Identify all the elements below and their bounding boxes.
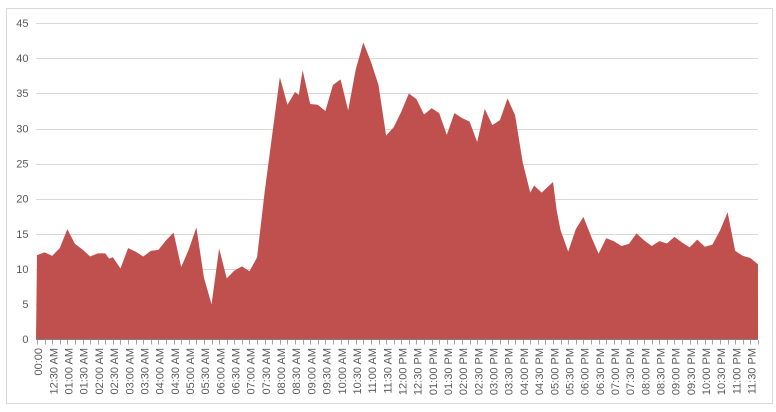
- svg-text:04:30 PM: 04:30 PM: [534, 348, 546, 395]
- svg-text:10:30 PM: 10:30 PM: [716, 348, 728, 395]
- svg-text:03:00 AM: 03:00 AM: [124, 348, 136, 394]
- svg-text:07:30 PM: 07:30 PM: [625, 348, 637, 395]
- svg-text:03:00 PM: 03:00 PM: [489, 348, 501, 395]
- svg-text:08:00 AM: 08:00 AM: [276, 348, 288, 394]
- svg-text:11:30 AM: 11:30 AM: [382, 348, 394, 394]
- svg-text:04:30 AM: 04:30 AM: [170, 348, 182, 394]
- svg-text:01:30 PM: 01:30 PM: [443, 348, 455, 395]
- svg-text:05:00 PM: 05:00 PM: [549, 348, 561, 395]
- svg-text:11:00 AM: 11:00 AM: [367, 348, 379, 394]
- svg-text:07:00 PM: 07:00 PM: [610, 348, 622, 395]
- svg-text:10:00 AM: 10:00 AM: [337, 348, 349, 394]
- svg-text:08:00 PM: 08:00 PM: [640, 348, 652, 395]
- svg-text:20: 20: [16, 194, 28, 206]
- svg-text:30: 30: [16, 123, 28, 135]
- svg-text:07:30 AM: 07:30 AM: [261, 348, 273, 394]
- svg-text:09:30 AM: 09:30 AM: [322, 348, 334, 394]
- svg-text:08:30 AM: 08:30 AM: [291, 348, 303, 394]
- svg-text:35: 35: [16, 88, 28, 100]
- svg-text:06:00 PM: 06:00 PM: [580, 348, 592, 395]
- svg-text:10: 10: [16, 264, 28, 276]
- svg-text:05:30 AM: 05:30 AM: [200, 348, 212, 394]
- svg-text:15: 15: [16, 229, 28, 241]
- svg-text:12:30 AM: 12:30 AM: [48, 348, 60, 394]
- svg-text:08:30 PM: 08:30 PM: [656, 348, 668, 395]
- svg-text:10:30 AM: 10:30 AM: [352, 348, 364, 394]
- svg-text:07:00 AM: 07:00 AM: [246, 348, 258, 394]
- svg-text:00:00: 00:00: [33, 348, 45, 376]
- svg-text:02:00 PM: 02:00 PM: [458, 348, 470, 395]
- svg-text:06:30 PM: 06:30 PM: [595, 348, 607, 395]
- svg-text:06:00 AM: 06:00 AM: [215, 348, 227, 394]
- svg-text:11:00 PM: 11:00 PM: [731, 348, 743, 394]
- svg-text:01:30 AM: 01:30 AM: [79, 348, 91, 394]
- svg-text:02:30 PM: 02:30 PM: [473, 348, 485, 395]
- svg-text:03:30 PM: 03:30 PM: [504, 348, 516, 395]
- svg-text:01:00 PM: 01:00 PM: [428, 348, 440, 395]
- svg-text:25: 25: [16, 158, 28, 170]
- svg-text:03:30 AM: 03:30 AM: [139, 348, 151, 394]
- svg-text:04:00 AM: 04:00 AM: [155, 348, 167, 394]
- svg-text:5: 5: [22, 299, 28, 311]
- svg-text:09:00 AM: 09:00 AM: [306, 348, 318, 394]
- svg-text:02:30 AM: 02:30 AM: [109, 348, 121, 394]
- svg-text:40: 40: [16, 53, 28, 65]
- svg-text:12:00 PM: 12:00 PM: [397, 348, 409, 395]
- svg-text:06:30 AM: 06:30 AM: [231, 348, 243, 394]
- svg-text:04:00 PM: 04:00 PM: [519, 348, 531, 395]
- svg-text:02:00 AM: 02:00 AM: [94, 348, 106, 394]
- svg-text:05:30 PM: 05:30 PM: [564, 348, 576, 395]
- svg-text:01:00 AM: 01:00 AM: [64, 348, 76, 394]
- svg-text:11:30 PM: 11:30 PM: [747, 348, 759, 394]
- svg-text:09:00 PM: 09:00 PM: [671, 348, 683, 395]
- svg-text:45: 45: [16, 18, 28, 30]
- svg-text:12:30 PM: 12:30 PM: [413, 348, 425, 395]
- svg-text:09:30 PM: 09:30 PM: [686, 348, 698, 395]
- svg-text:10:00 PM: 10:00 PM: [701, 348, 713, 395]
- svg-text:05:00 AM: 05:00 AM: [185, 348, 197, 394]
- svg-text:0: 0: [22, 334, 28, 346]
